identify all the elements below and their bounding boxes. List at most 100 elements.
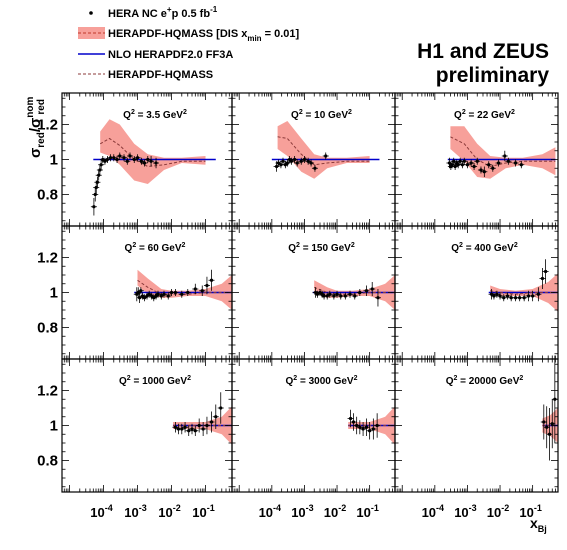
- data-point: [477, 166, 484, 174]
- data-point: [374, 413, 381, 438]
- panel-q2-22: Q2 = 22 GeV2: [446, 109, 556, 179]
- data-point: [326, 290, 333, 298]
- data-marker: [108, 156, 113, 160]
- data-marker: [150, 294, 154, 298]
- chart-title: H1 and ZEUS: [417, 40, 549, 63]
- data-point: [161, 290, 167, 298]
- panel-q2-3000: Q2 = 3000 GeV2: [285, 375, 395, 445]
- data-marker: [358, 290, 362, 295]
- data-marker: [353, 294, 357, 298]
- data-marker: [154, 161, 158, 165]
- q2-label: Q2 = 400 GeV2: [451, 242, 518, 254]
- x-tick-label: 10-1: [192, 503, 214, 520]
- data-marker: [370, 287, 374, 291]
- data-marker: [173, 425, 178, 429]
- data-marker: [99, 163, 103, 167]
- data-marker: [348, 416, 353, 421]
- q2-label: Q2 = 20000 GeV2: [446, 375, 524, 387]
- chart-subtitle: preliminary: [435, 64, 549, 87]
- legend-label-data: HERA NC e+p 0.5 fb-1: [108, 5, 218, 20]
- data-marker: [219, 406, 223, 410]
- data-marker: [460, 163, 464, 167]
- hqmass-dis-band: [100, 119, 206, 184]
- data-point: [144, 156, 151, 163]
- data-marker: [458, 159, 462, 163]
- data-marker: [159, 294, 163, 298]
- data-point: [298, 157, 305, 165]
- data-point: [141, 294, 148, 302]
- panel-q2-1000: Q2 = 1000 GeV2: [119, 375, 232, 445]
- data-point: [501, 150, 508, 162]
- data-marker: [166, 294, 170, 298]
- x-tick-label: 10-2: [158, 503, 180, 520]
- y-tick-label: 1.2: [37, 250, 58, 267]
- data-point: [275, 159, 282, 167]
- data-marker: [522, 296, 526, 300]
- data-point: [165, 292, 172, 300]
- data-marker: [152, 296, 156, 300]
- data-point: [369, 282, 376, 296]
- data-point: [350, 413, 357, 431]
- data-marker: [518, 296, 522, 300]
- data-marker: [200, 289, 204, 293]
- data-point: [301, 156, 308, 163]
- data-marker: [306, 159, 310, 163]
- data-point: [189, 423, 196, 435]
- data-marker: [505, 294, 510, 298]
- data-point: [155, 290, 162, 298]
- data-marker: [142, 296, 147, 300]
- data-marker: [285, 161, 289, 165]
- data-marker: [324, 154, 328, 158]
- x-axis-title: xBj: [530, 515, 547, 534]
- data-marker: [542, 420, 546, 424]
- data-marker: [531, 294, 535, 298]
- data-marker: [358, 425, 362, 429]
- data-point: [489, 164, 496, 172]
- data-point: [449, 161, 456, 169]
- data-point: [549, 399, 556, 449]
- data-marker: [479, 168, 483, 172]
- data-point: [104, 156, 111, 163]
- data-marker: [193, 287, 197, 291]
- data-point: [347, 290, 354, 298]
- x-tick-label: 10-3: [454, 503, 476, 520]
- data-point: [135, 287, 142, 298]
- q2-label: Q2 = 22 GeV2: [454, 109, 515, 121]
- data-marker: [136, 290, 140, 295]
- data-marker: [472, 164, 476, 169]
- data-marker: [368, 429, 372, 433]
- data-marker: [209, 420, 214, 424]
- data-marker: [293, 157, 297, 162]
- data-marker: [274, 164, 279, 169]
- data-marker: [138, 296, 142, 300]
- data-marker: [118, 154, 122, 158]
- data-marker: [318, 290, 322, 295]
- data-marker: [550, 422, 554, 426]
- data-marker: [142, 161, 147, 165]
- data-point: [495, 159, 502, 167]
- data-point: [199, 285, 206, 296]
- data-point: [127, 152, 133, 160]
- data-point: [374, 289, 381, 307]
- data-marker: [289, 159, 294, 163]
- data-marker: [139, 289, 143, 293]
- data-marker: [105, 157, 110, 162]
- data-point: [512, 159, 519, 167]
- data-point: [529, 290, 536, 302]
- data-marker: [201, 427, 205, 431]
- data-marker: [156, 292, 160, 296]
- data-point: [110, 154, 117, 162]
- data-marker: [513, 161, 518, 165]
- data-point: [101, 157, 108, 165]
- y-tick-label: 0.8: [37, 453, 58, 470]
- data-marker: [371, 427, 375, 431]
- data-point: [516, 294, 523, 302]
- data-marker: [112, 156, 116, 160]
- data-point: [535, 287, 542, 302]
- data-marker: [509, 296, 513, 300]
- data-marker: [186, 290, 190, 295]
- data-point: [284, 159, 291, 167]
- data-point: [192, 425, 199, 436]
- panel-q2-400: Q2 = 400 GeV2: [451, 242, 558, 312]
- data-marker: [279, 163, 283, 167]
